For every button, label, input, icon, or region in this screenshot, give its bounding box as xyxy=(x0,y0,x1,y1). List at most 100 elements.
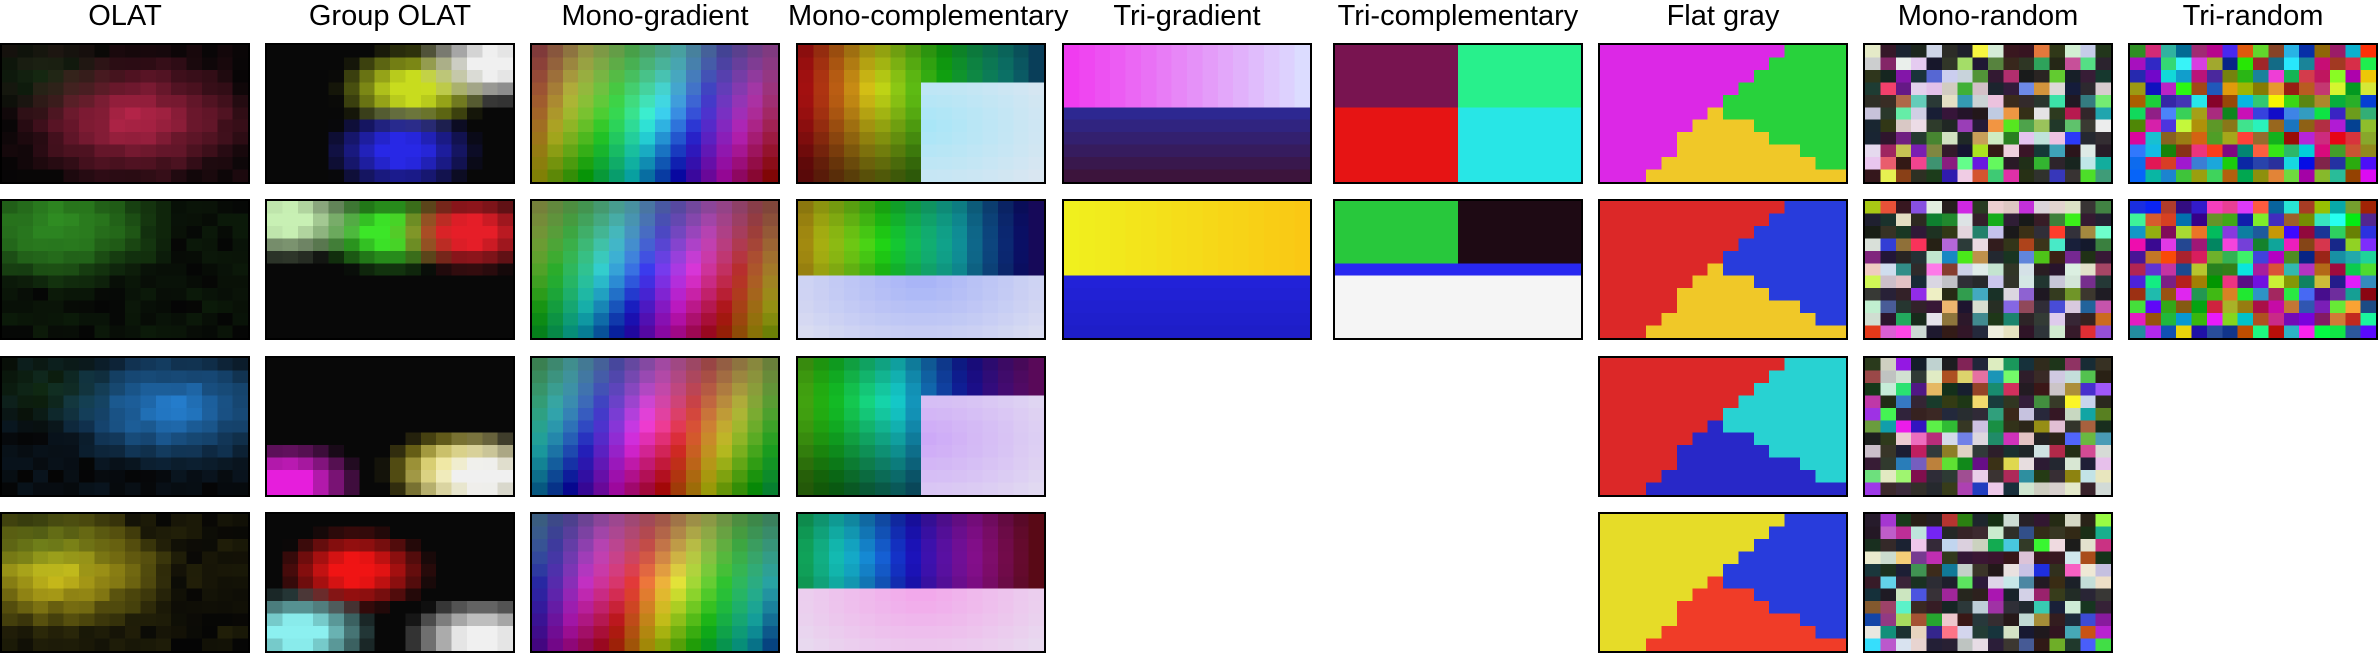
pattern-cell xyxy=(1800,370,1816,383)
pattern-cell xyxy=(1769,238,1785,251)
pattern-cell xyxy=(1973,238,1989,251)
pattern-cell xyxy=(1957,107,1973,120)
pattern-cell xyxy=(48,170,64,182)
pattern-cell xyxy=(110,639,126,651)
pattern-cell xyxy=(329,433,345,446)
pattern-cell xyxy=(890,514,906,527)
pattern-cell xyxy=(1815,132,1831,145)
pattern-cell xyxy=(467,288,483,301)
pattern-cell xyxy=(1927,132,1943,145)
pattern-cell xyxy=(686,82,702,95)
pattern-cell xyxy=(125,470,141,483)
pattern-cell xyxy=(498,57,513,70)
pattern-cell xyxy=(1295,288,1310,301)
pattern-cell xyxy=(1279,45,1295,58)
pattern-cell xyxy=(171,514,187,527)
pattern-cell xyxy=(952,551,968,564)
pattern-cell xyxy=(717,589,733,602)
pattern-cell xyxy=(452,445,468,458)
pattern-cell xyxy=(405,551,421,564)
pattern-cell xyxy=(1473,157,1489,170)
pattern-cell xyxy=(1520,170,1536,182)
pattern-cell xyxy=(1646,326,1662,338)
pattern-cell xyxy=(233,45,248,58)
pattern-cell xyxy=(390,57,406,70)
pattern-cell xyxy=(125,526,141,539)
pattern-cell xyxy=(547,601,563,614)
pattern-cell xyxy=(1738,420,1754,433)
pattern-cell xyxy=(670,276,686,289)
pattern-cell xyxy=(48,458,64,471)
pattern-cell xyxy=(732,301,748,314)
pattern-cell xyxy=(906,639,922,651)
pattern-cell xyxy=(1646,107,1662,120)
pattern-cell xyxy=(2096,82,2111,95)
pattern-cell xyxy=(952,564,968,577)
pattern-cell xyxy=(1927,213,1943,226)
pattern-cell xyxy=(2034,539,2050,552)
pattern-cell xyxy=(763,107,778,120)
pattern-cell xyxy=(686,45,702,58)
pattern-cell xyxy=(1738,132,1754,145)
pattern-cell xyxy=(1942,514,1958,527)
pattern-cell xyxy=(1831,82,1846,95)
pattern-cell xyxy=(482,263,498,276)
pattern-cell xyxy=(33,551,49,564)
pattern-cell xyxy=(233,614,248,627)
pattern-cell xyxy=(609,301,625,314)
pattern-cell xyxy=(670,639,686,651)
pattern-image xyxy=(267,358,513,495)
pattern-cell xyxy=(921,157,937,170)
pattern-cell xyxy=(609,201,625,214)
pattern-cell xyxy=(329,45,345,58)
pattern-cell xyxy=(1957,458,1973,471)
pattern-cell xyxy=(1013,383,1029,396)
pattern-cell xyxy=(1942,564,1958,577)
pattern-cell xyxy=(547,445,563,458)
pattern-cell xyxy=(967,45,983,58)
pattern-cell xyxy=(2050,483,2066,495)
pattern-cell xyxy=(578,433,594,446)
pattern-cell xyxy=(1677,201,1693,214)
pattern-cell xyxy=(33,45,49,58)
pattern-cell xyxy=(1443,238,1459,251)
pattern-cell xyxy=(405,408,421,421)
pattern-cell xyxy=(1865,514,1881,527)
pattern-cell xyxy=(1156,145,1172,158)
pattern-cell xyxy=(875,120,891,133)
pattern-cell xyxy=(1754,57,1770,70)
pattern-cell xyxy=(79,458,95,471)
pattern-cell xyxy=(1443,276,1459,289)
pattern-cell xyxy=(1156,288,1172,301)
pattern-cell xyxy=(282,576,298,589)
pattern-cell xyxy=(640,226,656,239)
pattern-cell xyxy=(1631,157,1647,170)
pattern-cell xyxy=(1366,145,1382,158)
pattern-cell xyxy=(298,170,314,182)
pattern-cell xyxy=(2034,383,2050,396)
pattern-cell xyxy=(2065,95,2081,108)
pattern-cell xyxy=(344,383,360,396)
pattern-cell xyxy=(1692,213,1708,226)
pattern-cell xyxy=(875,639,891,651)
pattern-cell xyxy=(467,326,483,338)
pattern-cell xyxy=(1095,301,1111,314)
pattern-cell xyxy=(1600,263,1616,276)
pattern-image xyxy=(1865,514,2111,651)
pattern-cell xyxy=(1865,70,1881,83)
pattern-cell xyxy=(2080,395,2096,408)
pattern-cell xyxy=(1029,170,1044,182)
pattern-cell xyxy=(1126,213,1142,226)
pattern-cell xyxy=(890,483,906,495)
pattern-cell xyxy=(1957,539,1973,552)
pattern-cell xyxy=(498,276,513,289)
pattern-cell xyxy=(1535,157,1551,170)
pattern-image xyxy=(2,358,248,495)
pattern-cell xyxy=(2034,576,2050,589)
pattern-cell xyxy=(936,445,952,458)
pattern-cell xyxy=(563,445,579,458)
pattern-cell xyxy=(359,132,375,145)
pattern-cell xyxy=(1708,551,1724,564)
pattern-cell xyxy=(1911,383,1927,396)
pattern-cell xyxy=(655,626,671,639)
